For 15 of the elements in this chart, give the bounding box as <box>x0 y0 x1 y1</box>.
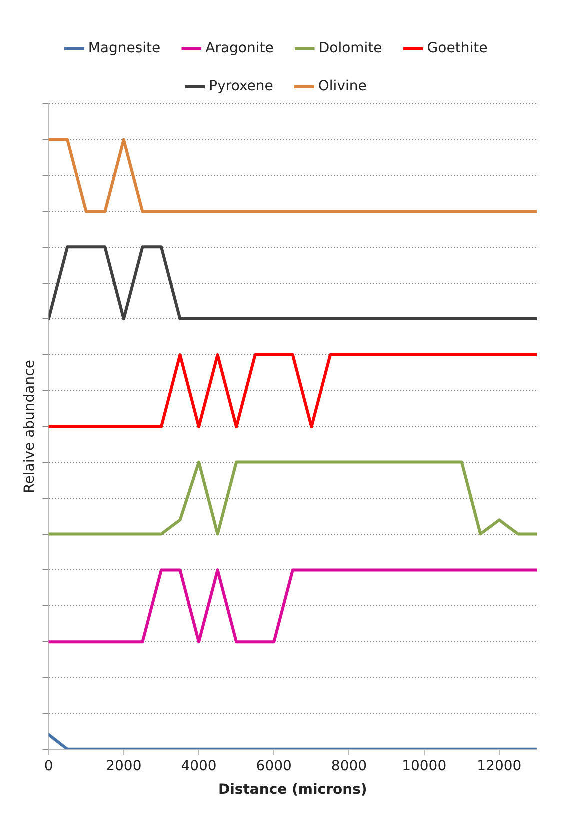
x-axis-title: Distance (microns) <box>218 782 368 798</box>
y-axis-title: Relaive abundance <box>22 360 38 494</box>
legend-label: Aragonite <box>206 40 274 57</box>
x-tick-label: 2000 <box>106 758 142 774</box>
legend-label: Olivine <box>318 78 367 95</box>
legend-label: Magnesite <box>88 40 161 57</box>
x-tick-label: 0 <box>44 758 54 774</box>
x-tick-label: 8000 <box>331 758 368 774</box>
legend-label: Pyroxene <box>209 78 274 95</box>
legend-label: Dolomite <box>318 40 382 57</box>
x-tick-label: 6000 <box>256 758 292 774</box>
x-tick-label: 10000 <box>402 758 447 774</box>
x-tick-label: 4000 <box>181 758 217 774</box>
legend-label: Goethite <box>427 40 488 57</box>
x-tick-label: 12000 <box>477 758 522 774</box>
